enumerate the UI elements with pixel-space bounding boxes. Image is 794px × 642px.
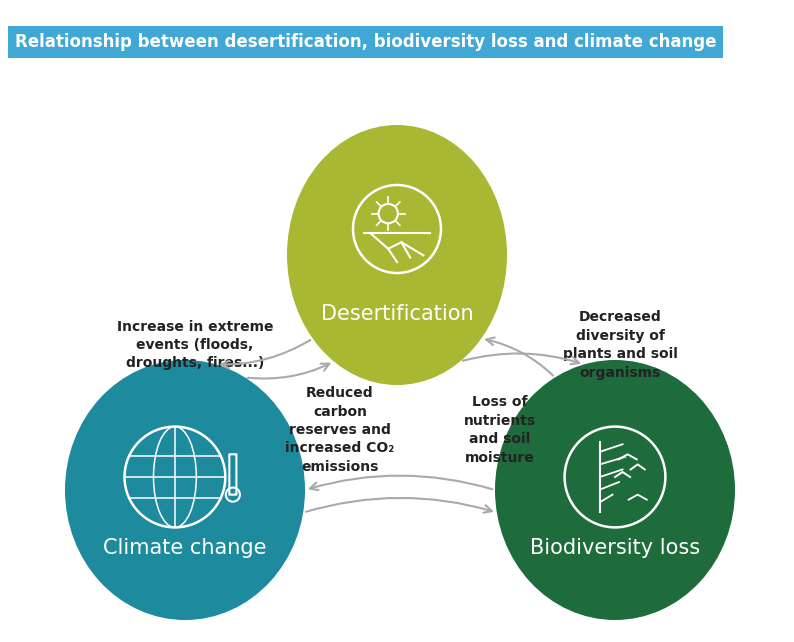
Text: Decreased
diversity of
plants and soil
organisms: Decreased diversity of plants and soil o… [563,310,677,379]
Text: Increase in extreme
events (floods,
droughts, fires...): Increase in extreme events (floods, drou… [117,320,273,370]
Text: Desertification: Desertification [321,304,473,324]
FancyArrowPatch shape [248,363,330,379]
Ellipse shape [495,360,735,620]
FancyArrowPatch shape [486,338,553,376]
Ellipse shape [287,125,507,385]
FancyArrowPatch shape [310,476,492,490]
Text: Relationship between desertification, biodiversity loss and climate change: Relationship between desertification, bi… [15,33,716,51]
Text: Biodiversity loss: Biodiversity loss [530,539,700,559]
Ellipse shape [65,360,305,620]
FancyArrowPatch shape [463,354,579,364]
FancyArrowPatch shape [306,498,492,513]
FancyArrowPatch shape [222,340,310,369]
Text: Loss of
nutrients
and soil
moisture: Loss of nutrients and soil moisture [464,395,536,465]
Text: Reduced
carbon
reserves and
increased CO₂
emissions: Reduced carbon reserves and increased CO… [285,386,395,474]
Text: Climate change: Climate change [103,539,267,559]
